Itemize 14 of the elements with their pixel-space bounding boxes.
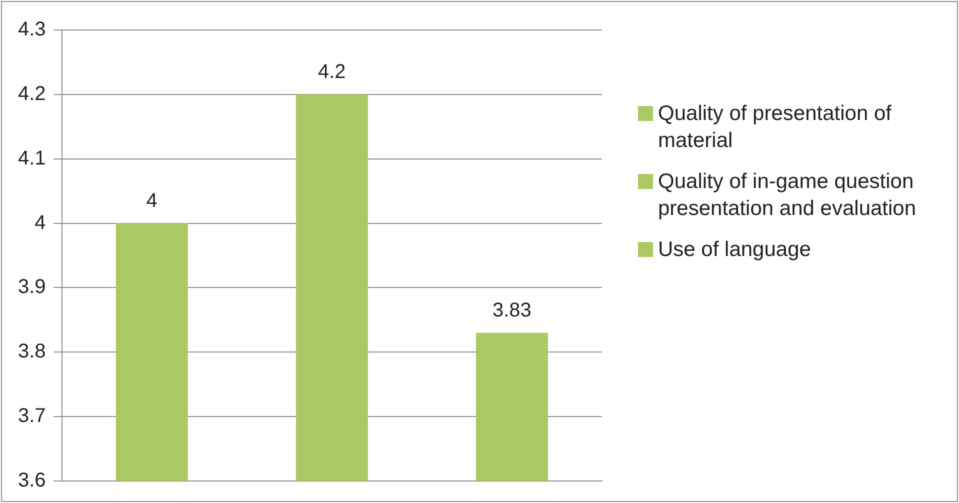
legend-label: Quality of in-game question presentation and evaluation [658, 169, 918, 222]
y-tick-label: 4.1 [18, 147, 46, 170]
y-tick-label: 3.8 [18, 340, 46, 363]
y-tick-label: 3.9 [18, 276, 46, 298]
y-tick-label: 3.6 [18, 470, 46, 492]
legend-label: Use of language [658, 237, 811, 263]
y-tick-label: 3.7 [18, 405, 46, 428]
y-tick-label: 4 [34, 212, 46, 234]
data-label: 3.83 [492, 299, 532, 322]
data-label: 4.2 [318, 60, 346, 83]
legend-label: Quality of presentation of material [658, 101, 892, 154]
y-tick-label: 4.3 [18, 18, 46, 41]
data-label: 4 [146, 190, 158, 212]
y-tick-label: 4.2 [18, 82, 46, 105]
